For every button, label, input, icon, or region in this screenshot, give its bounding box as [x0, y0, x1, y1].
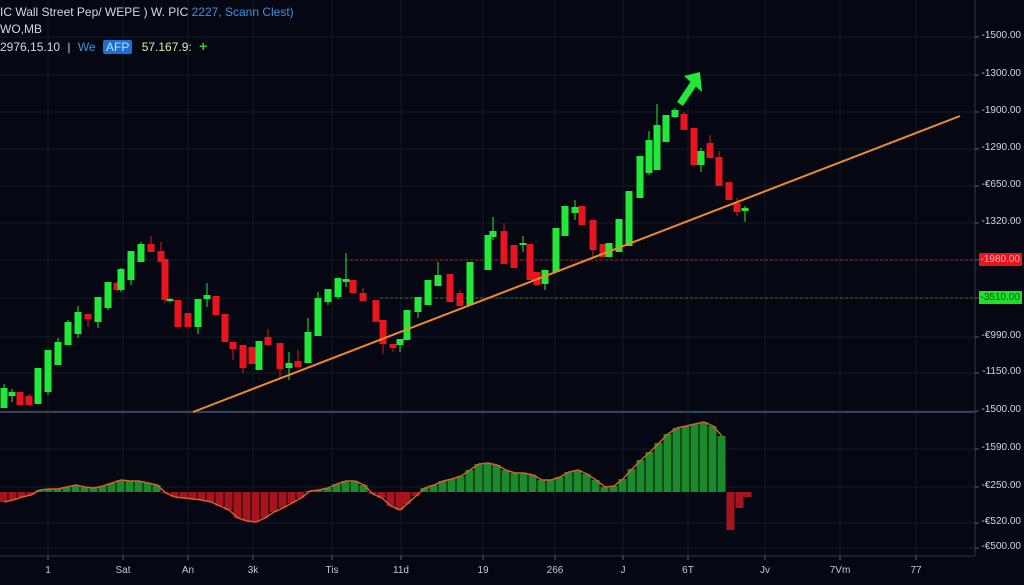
x-axis-label: Sat	[115, 565, 131, 576]
y-axis-label: -€650.00	[981, 179, 1021, 190]
histogram-signal-line	[3, 421, 723, 523]
x-axis-label: Jv	[760, 565, 770, 576]
symbol-title: IC Wall Street Pep/ WEPE ) W. PIC	[0, 5, 189, 19]
y-axis-ticks	[975, 36, 979, 549]
y-axis-label: -1300.00	[981, 68, 1021, 79]
y-axis-label: -1590.00	[981, 442, 1021, 453]
symbol-title-accent: 2227, Scann Clest)	[191, 5, 294, 19]
y-axis-label: -1150.00	[982, 366, 1021, 377]
indicator-value: 57.167.9:	[141, 40, 192, 54]
symbol-subtitle: WO,MB	[0, 22, 42, 36]
histogram-indicator	[0, 422, 752, 530]
last-price: 2976,15.10	[0, 40, 61, 54]
x-axis-label: 1	[45, 565, 51, 576]
horizontal-levels	[345, 259, 975, 299]
y-axis-label: -1500.00	[981, 404, 1021, 415]
y-axis-label: -€520.00	[981, 516, 1021, 527]
y-axis-label: -1290.00	[981, 142, 1021, 153]
x-axis-label: 266	[546, 565, 564, 576]
timeframe-button[interactable]: We	[77, 40, 96, 54]
y-axis-label: -€500.00	[981, 541, 1021, 552]
y-axis-label: -€990.00	[981, 330, 1021, 341]
trendline[interactable]	[192, 115, 961, 413]
y-axis-label: -1900.00	[981, 105, 1021, 116]
add-indicator-plus-icon[interactable]: +	[199, 38, 208, 54]
x-axis-label: Tis	[325, 565, 339, 576]
x-axis-label: 3k	[247, 565, 259, 576]
x-axis-label: 7Vm	[829, 565, 851, 576]
y-axis-label: -1320.00	[981, 216, 1021, 227]
header-title-row: IC Wall Street Pep/ WEPE ) W. PIC 2227, …	[0, 4, 294, 21]
trend-arrow-icon	[677, 72, 702, 106]
chart-grid	[0, 0, 975, 556]
x-axis-ticks	[47, 556, 917, 560]
price-tag-green: -3510.00	[978, 291, 1022, 304]
x-axis-label: 19	[477, 565, 489, 576]
x-axis-label: An	[181, 565, 195, 576]
symbol-badge[interactable]: AFP	[103, 40, 133, 54]
header-quote-row: 2976,15.10 | We AFP 57.167.9: +	[0, 38, 294, 56]
x-axis-label: 77	[910, 565, 922, 576]
x-axis-label: 6T	[682, 565, 694, 576]
y-axis-label: -1500.00	[981, 30, 1021, 41]
chart-header: IC Wall Street Pep/ WEPE ) W. PIC 2227, …	[0, 4, 294, 56]
x-axis-label: 11d	[393, 565, 409, 576]
y-axis-label: -€250.00	[981, 480, 1021, 491]
x-axis-label: J	[620, 565, 626, 576]
price-tag-red: -1980.00	[978, 253, 1022, 266]
candlestick-series	[0, 104, 749, 408]
separator: |	[67, 40, 71, 54]
header-subtitle-row: WO,MB	[0, 21, 294, 38]
